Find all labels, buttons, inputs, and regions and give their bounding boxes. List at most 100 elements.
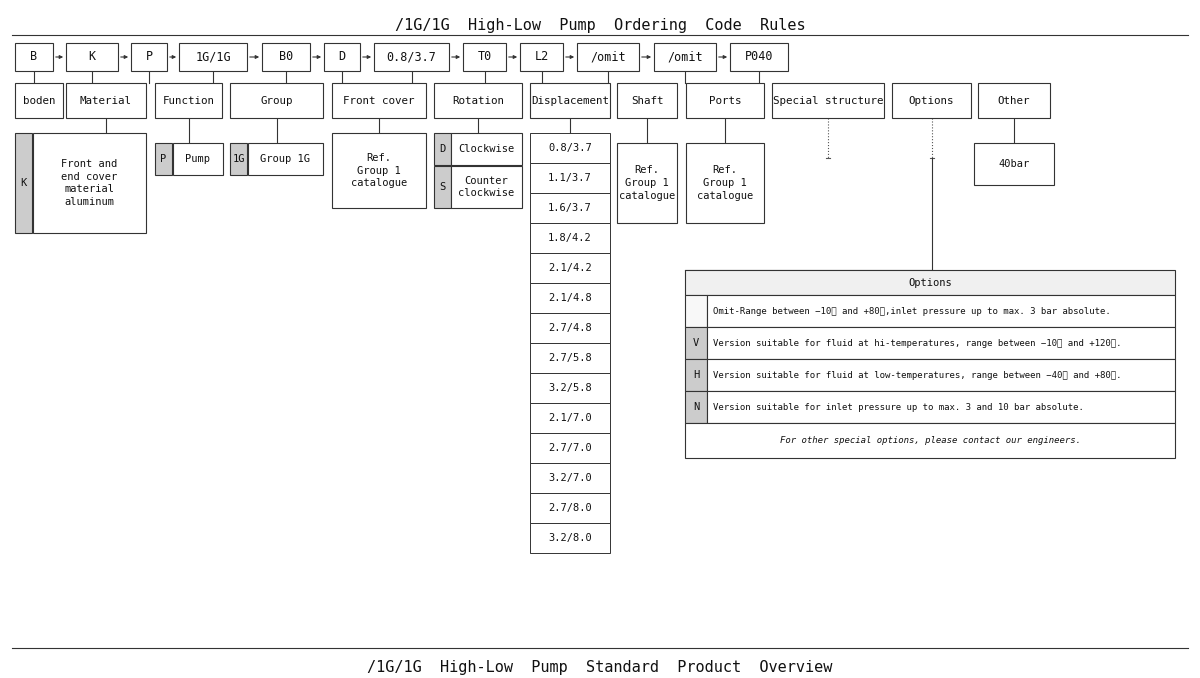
Bar bbox=[530, 83, 610, 118]
Text: Special structure: Special structure bbox=[773, 96, 883, 106]
Text: D: D bbox=[439, 144, 445, 154]
Bar bbox=[530, 523, 610, 553]
Text: 2.1/7.0: 2.1/7.0 bbox=[548, 413, 592, 423]
Text: 2.1/4.8: 2.1/4.8 bbox=[548, 293, 592, 303]
Bar bbox=[617, 143, 677, 223]
Bar bbox=[530, 133, 610, 163]
Text: Clockwise: Clockwise bbox=[458, 144, 515, 154]
Text: H: H bbox=[692, 370, 700, 380]
Bar bbox=[434, 83, 522, 118]
Text: Other: Other bbox=[997, 96, 1031, 106]
Bar bbox=[530, 193, 610, 223]
Text: L2: L2 bbox=[534, 50, 548, 64]
Text: B0: B0 bbox=[278, 50, 293, 64]
Text: Group: Group bbox=[260, 96, 293, 106]
Text: 2.1/4.2: 2.1/4.2 bbox=[548, 263, 592, 273]
Bar bbox=[131, 43, 167, 71]
Text: For other special options, please contact our engineers.: For other special options, please contac… bbox=[780, 436, 1080, 445]
Bar bbox=[685, 359, 707, 391]
Bar bbox=[324, 43, 360, 71]
Text: Front cover: Front cover bbox=[343, 96, 415, 106]
Bar bbox=[34, 133, 146, 233]
Bar bbox=[530, 283, 610, 313]
Bar bbox=[530, 313, 610, 343]
Text: T0: T0 bbox=[478, 50, 492, 64]
Bar bbox=[707, 391, 1175, 423]
Bar bbox=[730, 43, 788, 71]
Bar bbox=[617, 83, 677, 118]
Text: P: P bbox=[145, 50, 152, 64]
Text: 40bar: 40bar bbox=[998, 159, 1030, 169]
Bar bbox=[978, 83, 1050, 118]
Text: P: P bbox=[161, 154, 167, 164]
Text: /omit: /omit bbox=[590, 50, 626, 64]
Bar bbox=[155, 83, 222, 118]
Text: 2.7/7.0: 2.7/7.0 bbox=[548, 443, 592, 453]
Bar bbox=[772, 83, 884, 118]
Bar bbox=[463, 43, 506, 71]
Text: 3.2/8.0: 3.2/8.0 bbox=[548, 533, 592, 543]
Text: Options: Options bbox=[908, 277, 952, 287]
Bar bbox=[530, 433, 610, 463]
Text: N: N bbox=[692, 402, 700, 412]
Text: Ports: Ports bbox=[709, 96, 742, 106]
Bar bbox=[530, 163, 610, 193]
Text: 1.6/3.7: 1.6/3.7 bbox=[548, 203, 592, 213]
Text: Version suitable for fluid at hi-temperatures, range between −10℃ and +120℃.: Version suitable for fluid at hi-tempera… bbox=[713, 338, 1122, 348]
Bar bbox=[155, 143, 172, 175]
Text: 2.7/4.8: 2.7/4.8 bbox=[548, 323, 592, 333]
Bar bbox=[686, 83, 764, 118]
Bar bbox=[332, 133, 426, 208]
Text: Omit-Range between −10℃ and +80℃,inlet pressure up to max. 3 bar absolute.: Omit-Range between −10℃ and +80℃,inlet p… bbox=[713, 306, 1111, 315]
Text: Shaft: Shaft bbox=[631, 96, 664, 106]
Text: B: B bbox=[30, 50, 37, 64]
Text: 3.2/7.0: 3.2/7.0 bbox=[548, 473, 592, 483]
Bar bbox=[530, 343, 610, 373]
Text: 0.8/3.7: 0.8/3.7 bbox=[386, 50, 437, 64]
Bar bbox=[173, 143, 223, 175]
Bar bbox=[66, 43, 118, 71]
Bar bbox=[707, 295, 1175, 327]
Bar bbox=[654, 43, 716, 71]
Bar bbox=[530, 493, 610, 523]
Bar bbox=[332, 83, 426, 118]
Bar bbox=[707, 327, 1175, 359]
Text: 1.8/4.2: 1.8/4.2 bbox=[548, 233, 592, 243]
Text: Version suitable for fluid at low-temperatures, range between −40℃ and +80℃.: Version suitable for fluid at low-temper… bbox=[713, 370, 1122, 380]
Text: Options: Options bbox=[908, 96, 954, 106]
Text: Ref.
Group 1
catalogue: Ref. Group 1 catalogue bbox=[350, 153, 407, 188]
Text: Group 1G: Group 1G bbox=[260, 154, 311, 164]
Text: Pump: Pump bbox=[186, 154, 210, 164]
Bar bbox=[530, 253, 610, 283]
Text: Version suitable for inlet pressure up to max. 3 and 10 bar absolute.: Version suitable for inlet pressure up t… bbox=[713, 403, 1084, 412]
Bar bbox=[451, 133, 522, 165]
Text: P040: P040 bbox=[745, 50, 773, 64]
Text: Front and
end cover
material
aluminum: Front and end cover material aluminum bbox=[61, 159, 118, 207]
Bar bbox=[262, 43, 310, 71]
Text: K: K bbox=[20, 178, 26, 188]
Text: 3.2/5.8: 3.2/5.8 bbox=[548, 383, 592, 393]
Bar bbox=[685, 327, 707, 359]
Bar bbox=[14, 43, 53, 71]
Text: K: K bbox=[89, 50, 96, 64]
Bar bbox=[434, 166, 451, 208]
Bar bbox=[685, 295, 707, 327]
Bar bbox=[530, 463, 610, 493]
Bar bbox=[685, 270, 1175, 295]
Bar bbox=[685, 423, 1175, 458]
Bar bbox=[434, 133, 451, 165]
Bar bbox=[530, 373, 610, 403]
Text: Counter
clockwise: Counter clockwise bbox=[458, 176, 515, 199]
Bar bbox=[374, 43, 449, 71]
Text: S: S bbox=[439, 182, 445, 192]
Text: /1G/1G  High-Low  Pump  Standard  Product  Overview: /1G/1G High-Low Pump Standard Product Ov… bbox=[367, 660, 833, 675]
Text: Material: Material bbox=[80, 96, 132, 106]
Bar bbox=[685, 391, 707, 423]
Bar bbox=[451, 166, 522, 208]
Text: /omit: /omit bbox=[667, 50, 703, 64]
Bar bbox=[230, 143, 247, 175]
Text: 1G/1G: 1G/1G bbox=[196, 50, 230, 64]
Bar bbox=[530, 403, 610, 433]
Bar bbox=[686, 143, 764, 223]
Bar bbox=[577, 43, 640, 71]
